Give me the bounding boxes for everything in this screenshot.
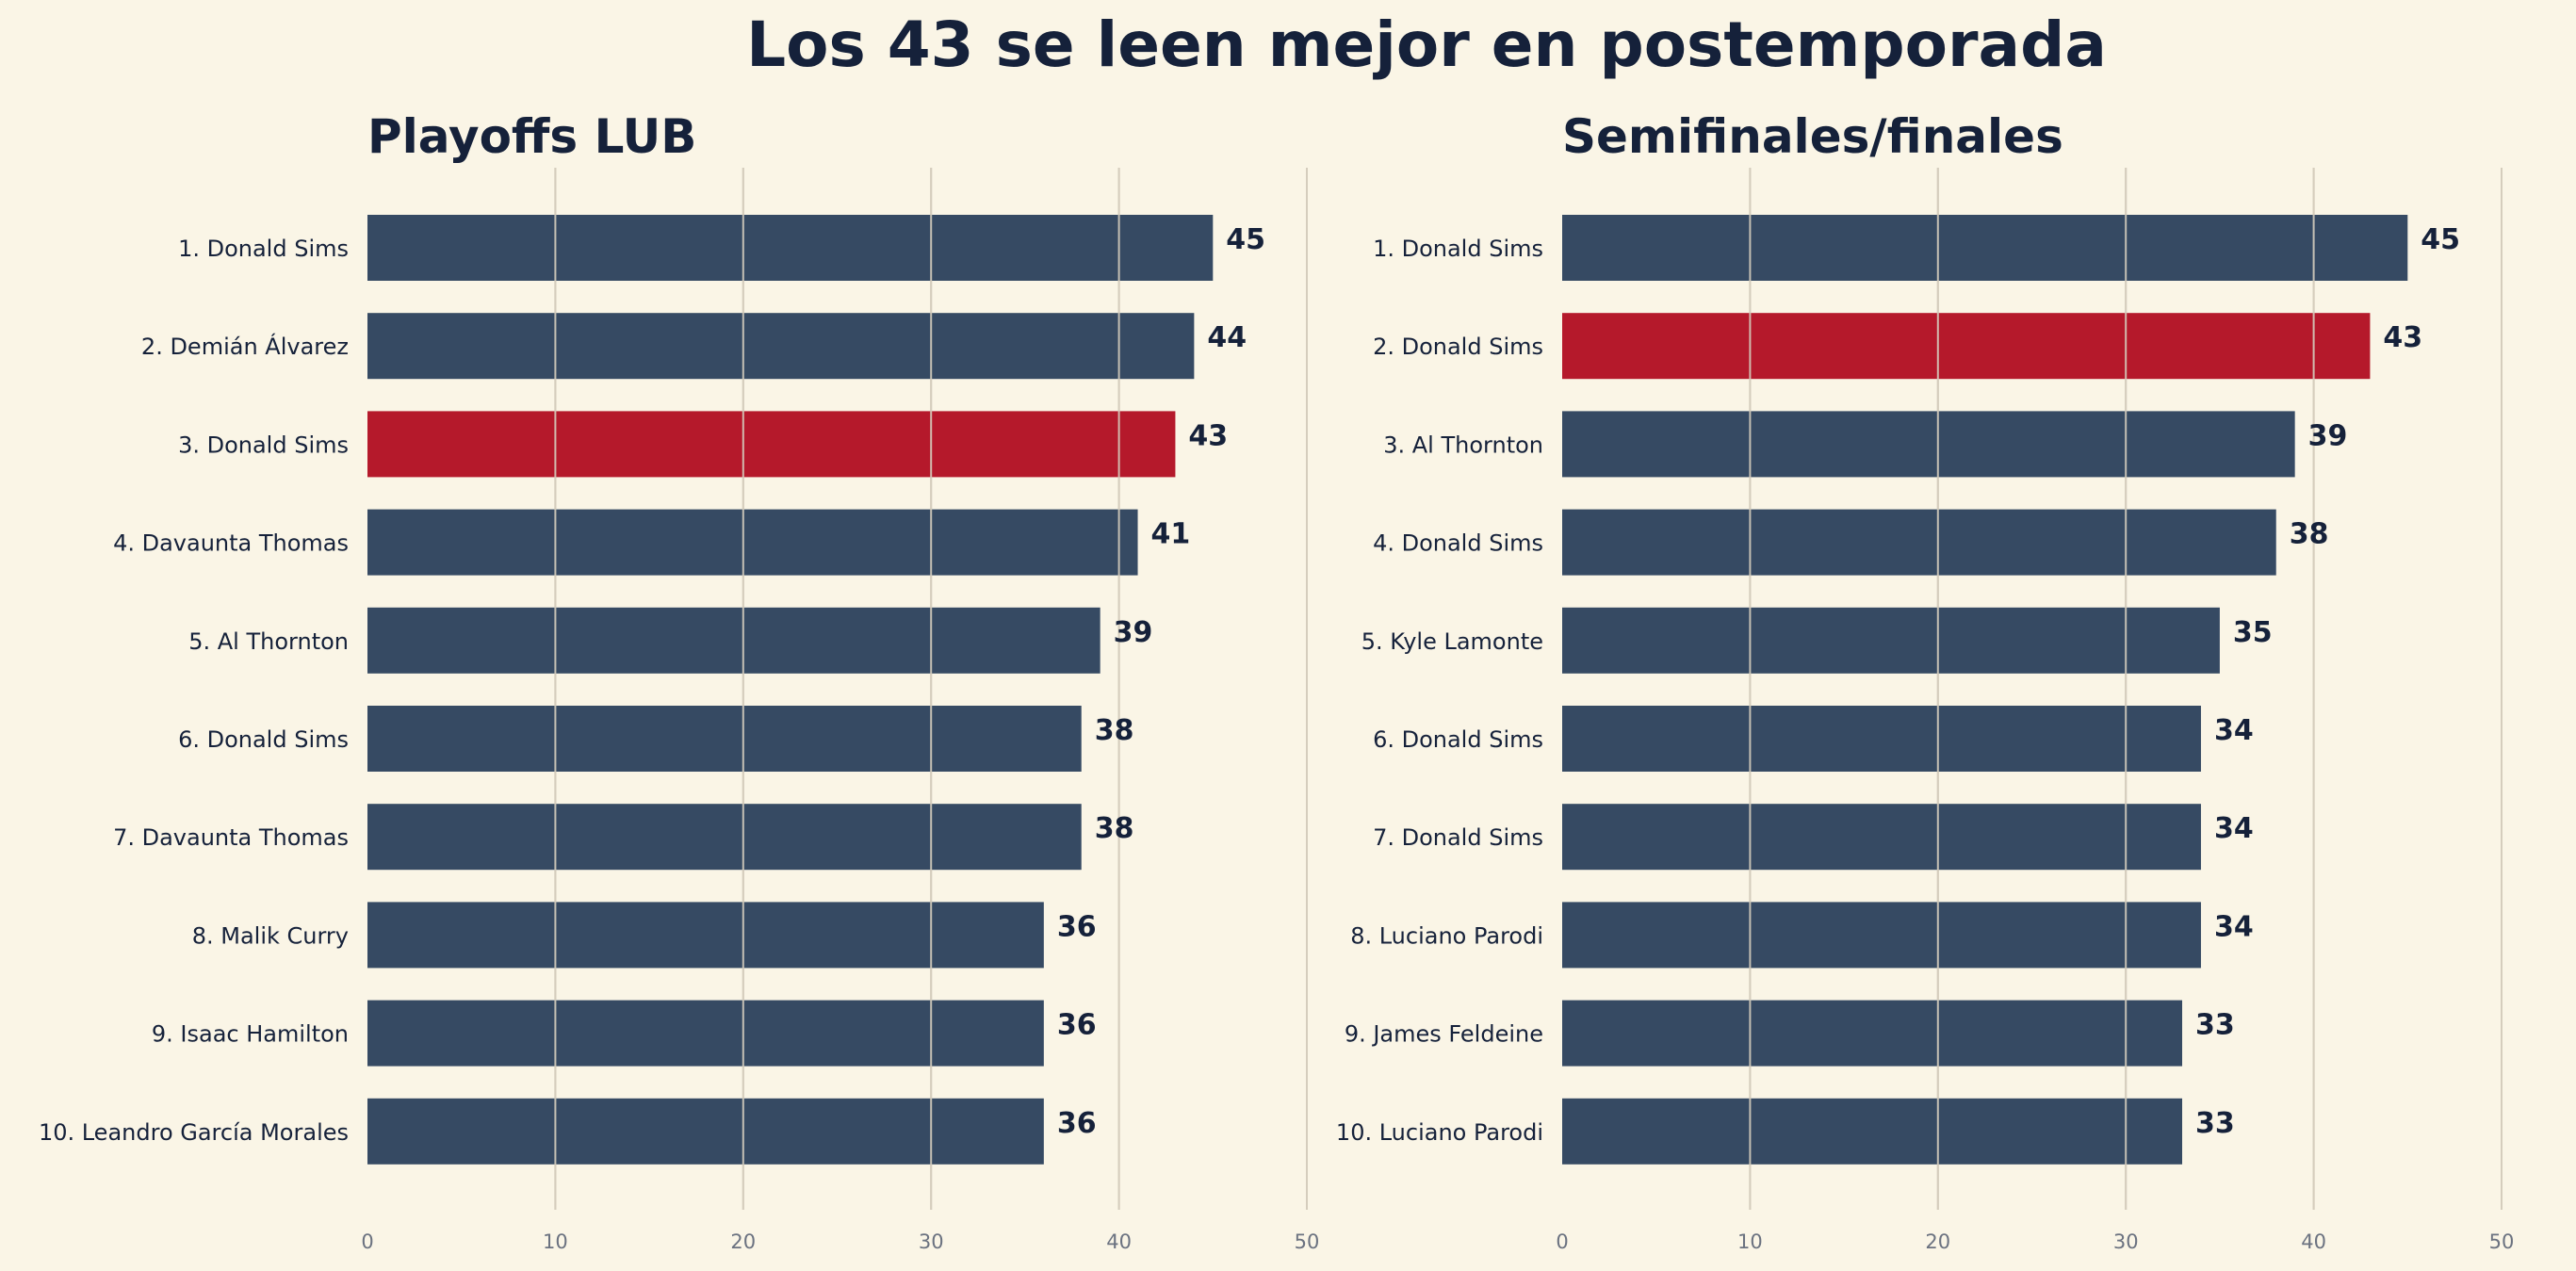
data-label: 45 (1226, 223, 1265, 256)
data-label: 43 (2383, 321, 2422, 354)
x-tick-label: 50 (2489, 1230, 2515, 1253)
x-tick-label: 0 (1556, 1230, 1568, 1253)
panel-title-left: Playoffs LUB (367, 109, 696, 164)
category-label: 8. Malik Curry (192, 922, 349, 949)
bar (1562, 804, 2201, 871)
bar (367, 706, 1082, 772)
panel-left: Playoffs LUB 0 10 20 30 40 50 1. Donald Sims 45… (39, 109, 1319, 1253)
data-label: 41 (1151, 518, 1191, 551)
bar (1562, 411, 2295, 478)
bars-right (1562, 168, 2408, 1210)
data-label: 33 (2195, 1107, 2235, 1140)
category-label: 9. James Feldeine (1345, 1021, 1543, 1048)
category-label: 9. Isaac Hamilton (152, 1021, 349, 1048)
x-tick-label: 40 (1106, 1230, 1132, 1253)
bar (367, 215, 1214, 281)
x-tick-label: 20 (730, 1230, 756, 1253)
bars-left (367, 168, 1214, 1210)
labels-right: 0 10 20 30 40 50 1. Donald Sims 45 2. Donald Sim… (1336, 223, 2514, 1253)
bar (367, 1000, 1044, 1067)
bar (367, 607, 1101, 674)
bar (1562, 1000, 2183, 1067)
bar (1562, 706, 2201, 772)
data-label: 34 (2214, 714, 2254, 747)
data-label: 34 (2214, 812, 2254, 845)
bar (1562, 902, 2201, 969)
data-label: 36 (1057, 1009, 1097, 1042)
bar (367, 509, 1138, 576)
x-tick-label: 0 (361, 1230, 373, 1253)
bar (367, 313, 1195, 380)
data-label: 35 (2233, 616, 2273, 649)
x-tick-label: 50 (1295, 1230, 1320, 1253)
category-label: 7. Davaunta Thomas (113, 824, 349, 851)
bar (367, 1098, 1044, 1165)
labels-left: 0 10 20 30 40 50 1. Donald Sims 45 2. Demián Álv… (39, 223, 1319, 1253)
bar-highlight (367, 411, 1176, 478)
category-label: 4. Donald Sims (1373, 530, 1543, 557)
x-tick-label: 30 (919, 1230, 944, 1253)
category-label: 1. Donald Sims (1373, 236, 1543, 262)
chart-title: Los 43 se leen mejor en postemporada (746, 8, 2107, 81)
data-label: 39 (1114, 616, 1153, 649)
category-label: 10. Leandro García Morales (39, 1119, 349, 1146)
category-label: 1. Donald Sims (178, 236, 349, 262)
category-label: 6. Donald Sims (178, 726, 349, 753)
bar-highlight (1562, 313, 2371, 380)
x-tick-label: 40 (2301, 1230, 2326, 1253)
category-label: 3. Al Thornton (1383, 432, 1543, 458)
data-label: 34 (2214, 910, 2254, 943)
x-tick-label: 10 (543, 1230, 568, 1253)
category-label: 2. Demián Álvarez (141, 333, 349, 360)
category-label: 5. Al Thornton (188, 628, 349, 655)
bar (1562, 215, 2408, 281)
data-label: 36 (1057, 1107, 1097, 1140)
panel-right: Semifinales/finales 0 10 20 30 40 50 1. Donald… (1336, 109, 2514, 1253)
panel-title-right: Semifinales/finales (1562, 109, 2063, 164)
x-tick-label: 30 (2113, 1230, 2139, 1253)
data-label: 33 (2195, 1009, 2235, 1042)
category-label: 4. Davaunta Thomas (113, 530, 349, 557)
bar (1562, 607, 2220, 674)
bar (367, 902, 1044, 969)
data-label: 45 (2421, 223, 2460, 256)
category-label: 5. Kyle Lamonte (1361, 628, 1543, 655)
category-label: 8. Luciano Parodi (1350, 922, 1543, 949)
data-label: 38 (1095, 812, 1134, 845)
bar (1562, 509, 2276, 576)
category-label: 2. Donald Sims (1373, 334, 1543, 360)
x-tick-label: 10 (1737, 1230, 1763, 1253)
data-label: 38 (1095, 714, 1134, 747)
x-tick-label: 20 (1925, 1230, 1950, 1253)
bar (1562, 1098, 2183, 1165)
bar (367, 804, 1082, 871)
data-label: 38 (2290, 518, 2329, 551)
data-label: 43 (1188, 419, 1228, 452)
category-label: 6. Donald Sims (1373, 726, 1543, 753)
data-label: 39 (2308, 419, 2348, 452)
category-label: 10. Luciano Parodi (1336, 1119, 1543, 1146)
data-label: 44 (1207, 321, 1247, 354)
category-label: 7. Donald Sims (1373, 824, 1543, 851)
data-label: 36 (1057, 910, 1097, 943)
category-label: 3. Donald Sims (178, 432, 349, 458)
